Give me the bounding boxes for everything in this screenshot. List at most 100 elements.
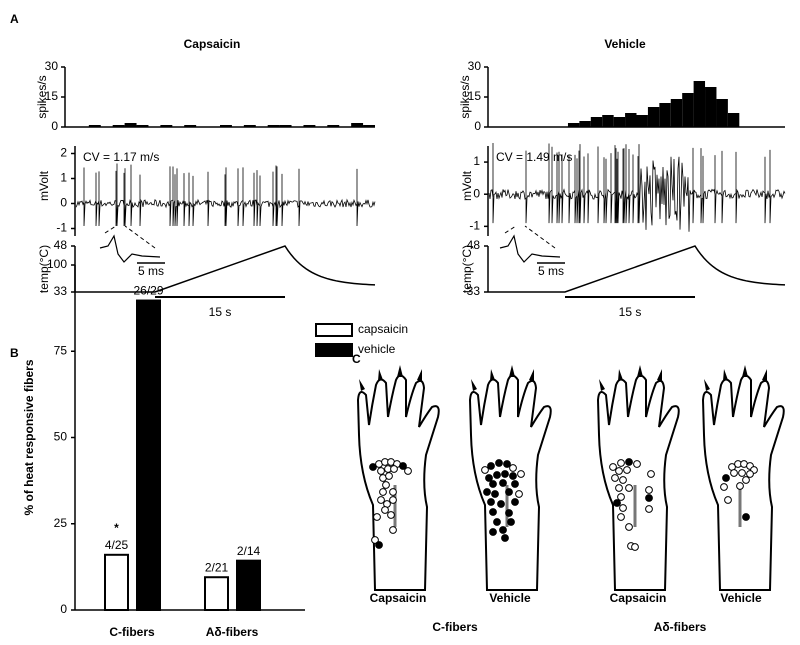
voltage-trace — [488, 143, 786, 232]
receptive-field — [373, 513, 381, 521]
receptive-field — [617, 459, 625, 467]
receptive-field — [623, 466, 631, 474]
hand-outline — [597, 364, 680, 591]
histogram-bar — [124, 123, 137, 127]
y-tick-label: 48 — [54, 238, 68, 252]
receptive-field — [509, 472, 517, 480]
bar — [136, 299, 161, 611]
x-tick-label: C-fibers — [109, 625, 155, 639]
receptive-field — [389, 496, 397, 504]
inset-guide — [504, 225, 517, 234]
receptive-field — [495, 459, 503, 467]
legend-swatch — [315, 323, 353, 337]
legend-label: capsaicin — [358, 322, 408, 336]
receptive-field — [389, 526, 397, 534]
histogram-bar — [625, 113, 637, 127]
y-tick-label: 30 — [468, 59, 482, 73]
receptive-field — [722, 474, 730, 482]
histogram-bar — [267, 125, 280, 127]
spike-waveform — [499, 234, 561, 263]
y-tick-label: 15 — [45, 89, 59, 103]
y-tick-label: 50 — [54, 430, 68, 444]
histogram-bar — [220, 125, 232, 127]
receptive-field — [647, 470, 655, 478]
receptive-field — [369, 463, 377, 471]
receptive-field — [505, 509, 513, 517]
y-tick-label: 0 — [51, 119, 58, 133]
temperature-ramp — [488, 245, 786, 293]
receptive-field — [481, 466, 489, 474]
y-axis-label: mVolt — [37, 170, 51, 201]
receptive-field — [511, 480, 519, 488]
y-tick-label: 75 — [54, 343, 68, 357]
receptive-field — [379, 488, 387, 496]
receptive-field — [645, 505, 653, 513]
receptive-field — [615, 484, 623, 492]
y-tick-label: 2 — [60, 146, 67, 160]
receptive-field — [485, 474, 493, 482]
spike-waveform — [99, 234, 161, 263]
receptive-field — [617, 513, 625, 521]
histogram-bar — [727, 113, 740, 127]
histogram-bar — [136, 125, 149, 127]
group-title: Aδ-fibers — [654, 620, 707, 634]
receptive-field — [645, 494, 653, 502]
receptive-field — [617, 493, 625, 501]
chart-title: Capsaicin — [184, 37, 241, 51]
group-label: Vehicle — [489, 591, 531, 605]
y-tick-label: 33 — [54, 284, 68, 298]
y-tick-label: 30 — [45, 59, 59, 73]
ms-scale-label: 5 ms — [538, 264, 564, 278]
receptive-field — [501, 534, 509, 542]
receptive-field — [399, 462, 407, 470]
histogram-bar — [579, 121, 591, 127]
receptive-field — [371, 536, 379, 544]
receptive-field — [517, 470, 525, 478]
y-tick-label: 15 — [468, 89, 482, 103]
bar — [104, 553, 129, 611]
receptive-field — [742, 513, 750, 521]
time-scale-label: 15 s — [209, 305, 232, 319]
receptive-field — [487, 462, 495, 470]
hands — [357, 364, 785, 591]
data-label: 2/14 — [237, 544, 261, 558]
y-tick-label: -1 — [56, 221, 67, 235]
histogram-bar — [682, 93, 694, 127]
voltage-trace — [75, 163, 376, 227]
legend-swatch — [315, 343, 353, 357]
temperature-ramp — [75, 245, 376, 293]
data-label: 26/29 — [133, 284, 163, 298]
histogram-bar — [243, 125, 256, 127]
receptive-field — [377, 496, 385, 504]
receptive-field — [625, 484, 633, 492]
legend-label: vehicle — [358, 342, 396, 356]
y-tick-label: 1 — [473, 154, 480, 168]
histogram-bar — [184, 125, 197, 127]
receptive-field — [742, 476, 750, 484]
hand-outline — [357, 364, 440, 591]
receptive-field — [381, 506, 389, 514]
receptive-field — [489, 528, 497, 536]
annotation: * — [114, 521, 119, 535]
receptive-field — [507, 518, 515, 526]
histogram-bar — [659, 103, 671, 127]
receptive-field — [730, 469, 738, 477]
y-tick-label: 0 — [60, 196, 67, 210]
receptive-field — [613, 499, 621, 507]
receptive-field — [499, 479, 507, 487]
receptive-field — [501, 470, 509, 478]
receptive-field — [611, 474, 619, 482]
inset-guide — [524, 225, 556, 249]
receptive-field — [625, 523, 633, 531]
time-scale-label: 15 s — [619, 305, 642, 319]
y-tick-label: 1 — [60, 171, 67, 185]
receptive-field — [738, 469, 746, 477]
histogram-bar — [160, 125, 173, 127]
receptive-field — [631, 543, 639, 551]
receptive-field — [389, 488, 397, 496]
receptive-field — [633, 460, 641, 468]
group-label: Vehicle — [720, 591, 762, 605]
receptive-field — [489, 480, 497, 488]
y-axis-label: temp(°C) — [37, 245, 51, 293]
